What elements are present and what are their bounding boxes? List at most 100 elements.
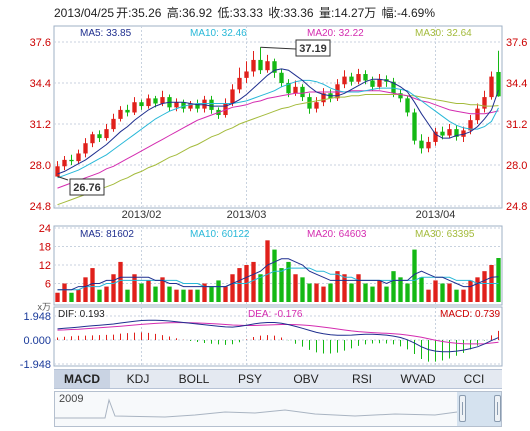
tab-psy[interactable]: PSY (237, 372, 262, 386)
volume-bar (153, 286, 158, 302)
macd-legend-dif: DIF: 0.193 (58, 309, 105, 320)
volume-ma5-line (57, 258, 499, 291)
volume-bar (391, 271, 396, 302)
volume-bar (419, 277, 424, 302)
volume-bar (321, 286, 326, 302)
quote-date: 2013/04/25 (54, 6, 115, 20)
volume-unit-label: x万 (37, 302, 51, 312)
macd-axis-label: -1.948 (20, 359, 51, 371)
overview-year-label: 2009 (59, 393, 84, 405)
candle-body (258, 59, 263, 71)
volume-bar (412, 249, 417, 302)
volume-ma10-line (57, 267, 499, 291)
volume-bar (447, 283, 452, 302)
volume-bar (90, 268, 95, 302)
overview-navigator[interactable]: 2009 (54, 391, 502, 427)
tab-macd[interactable]: MACD (54, 370, 110, 388)
volume-bar (314, 283, 319, 302)
volume-bar (475, 277, 480, 302)
candle-body (461, 130, 466, 137)
candle-body (104, 129, 109, 139)
overview-right-handle[interactable] (494, 395, 501, 422)
overview-history-line (55, 398, 458, 419)
candle-body (482, 97, 487, 109)
volume-bar (174, 289, 179, 302)
candle-body (314, 102, 319, 109)
high-annotation-leader (260, 46, 297, 50)
date-axis-label: 2013/03 (227, 209, 267, 221)
ma10-line (57, 79, 499, 179)
volume-bar (55, 292, 60, 302)
candle-body (202, 99, 207, 109)
overview-left-handle[interactable] (459, 395, 466, 422)
quote-low: 低:33.33 (217, 6, 263, 20)
candle-body (55, 166, 60, 177)
tab-cci[interactable]: CCI (463, 372, 485, 386)
candle-body (321, 93, 326, 103)
candle-body (188, 103, 193, 109)
volume-bar (286, 261, 291, 302)
volume-bar (272, 249, 277, 302)
volume-bar (258, 274, 263, 302)
candle-body (146, 98, 151, 107)
candle-body (195, 103, 200, 109)
volume-bar (202, 283, 207, 302)
volume-bar (132, 274, 137, 302)
candle-body (230, 89, 235, 104)
candle-body (391, 81, 396, 94)
candle-body (139, 102, 144, 107)
price-axis-right-label: 24.8 (506, 201, 527, 213)
candle-body (132, 102, 137, 113)
volume-bar (363, 283, 368, 302)
candle-body (349, 76, 354, 82)
volume-bar (377, 280, 382, 302)
volume-bar (216, 280, 221, 302)
volume-bar (496, 258, 501, 302)
price-legend-ma20: MA20: 32.22 (307, 28, 364, 39)
price-legend-ma10: MA10: 32.46 (190, 28, 247, 39)
candle-body (279, 72, 284, 83)
date-axis-label: 2013/02 (122, 209, 162, 221)
ma30-line (57, 94, 499, 206)
low-annotation-box (69, 178, 105, 196)
volume-bar (335, 271, 340, 302)
candle-body (69, 159, 74, 162)
price-axis-right-label: 34.4 (506, 78, 527, 90)
candle-body (153, 98, 158, 104)
volume-bar (279, 268, 284, 302)
macd-legend-macd: MACD: 0.739 (440, 309, 500, 320)
candle-body (209, 99, 214, 110)
tab-rsi[interactable]: RSI (351, 372, 372, 386)
candle-body (475, 108, 480, 121)
tab-obv[interactable]: OBV (293, 372, 319, 386)
candle-body (83, 143, 88, 154)
candle-body (363, 74, 368, 81)
candle-body (111, 118, 116, 130)
volume-bar (62, 283, 67, 302)
quote-high: 高:36.92 (166, 6, 213, 20)
price-axis-right-label: 37.6 (506, 37, 527, 49)
candle-body (370, 80, 375, 87)
volume-bar (461, 289, 466, 302)
candle-body (300, 86, 305, 98)
high-annotation-box (295, 39, 331, 57)
volume-bar (237, 268, 242, 302)
tab-kdj[interactable]: KDJ (126, 372, 150, 386)
volume-bar (223, 286, 228, 302)
candle-body (468, 120, 473, 131)
candle-body (90, 134, 95, 144)
quote-change: 幅:-4.69% (381, 6, 436, 20)
candle-body (489, 76, 494, 98)
volume-bar (69, 292, 74, 302)
dif-line (57, 319, 499, 353)
volume-bar (454, 289, 459, 302)
price-axis-left-label: 28.0 (30, 160, 51, 172)
tab-boll[interactable]: BOLL (178, 372, 210, 386)
volume-bar (97, 289, 102, 302)
tab-wvad[interactable]: WVAD (400, 372, 436, 386)
volume-axis-label: 24 (39, 223, 51, 235)
price-axis-left-label: 24.8 (30, 201, 51, 213)
candle-body (405, 98, 410, 113)
volume-legend-ma10: MA10: 60122 (190, 229, 250, 240)
